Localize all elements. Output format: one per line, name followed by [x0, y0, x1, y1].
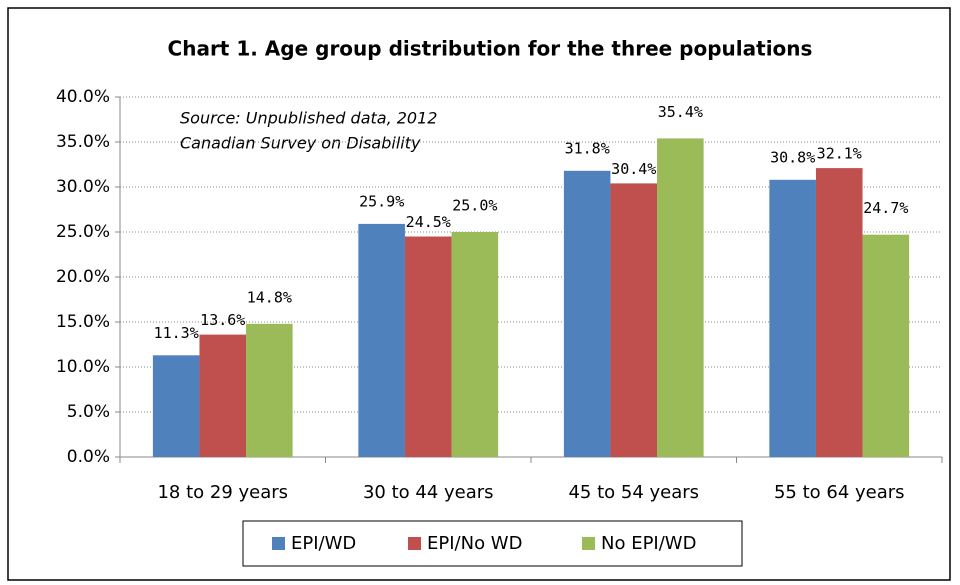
value-label: 32.1% [817, 145, 862, 163]
bar [815, 168, 863, 457]
annotation: Canadian Survey on Disability [180, 134, 421, 153]
legend-label: EPI/No WD [427, 533, 522, 554]
value-label: 24.5% [406, 213, 451, 231]
value-label: 30.8% [770, 148, 815, 166]
bar [610, 183, 658, 457]
legend-label: No EPI/WD [601, 533, 696, 554]
y-tick-label: 10.0% [56, 357, 110, 377]
y-tick-label: 5.0% [67, 402, 110, 422]
y-tick-label: 20.0% [56, 267, 110, 287]
bar [451, 232, 499, 457]
y-tick-label: 25.0% [56, 222, 110, 242]
value-label: 35.4% [658, 103, 703, 121]
chart-title: Chart 1. Age group distribution for the … [168, 37, 813, 61]
bar [862, 234, 910, 457]
value-label: 30.4% [611, 160, 656, 178]
x-tick-label: 30 to 44 years [363, 482, 494, 503]
annotation: Source: Unpublished data, 2012 [180, 109, 437, 128]
y-tick-label: 35.0% [56, 132, 110, 152]
value-label: 25.9% [359, 192, 404, 210]
legend-label: EPI/WD [291, 533, 356, 554]
bar [563, 170, 611, 458]
value-label: 31.8% [565, 139, 610, 157]
bar [152, 355, 200, 457]
value-label: 11.3% [154, 324, 199, 342]
legend-swatch [272, 537, 285, 550]
bar [657, 138, 704, 457]
legend-swatch [582, 537, 595, 550]
bar [246, 323, 293, 457]
y-tick-label: 40.0% [56, 87, 110, 107]
bar [769, 179, 816, 458]
value-label: 24.7% [863, 199, 908, 217]
bar [358, 223, 405, 457]
y-tick-label: 15.0% [56, 312, 110, 332]
x-tick-label: 18 to 29 years [157, 482, 288, 503]
value-label: 25.0% [452, 197, 497, 215]
value-label: 14.8% [247, 288, 292, 306]
y-tick-label: 30.0% [56, 177, 110, 197]
value-label: 13.6% [200, 311, 245, 329]
bar [199, 334, 247, 457]
x-tick-label: 45 to 54 years [568, 482, 699, 503]
x-tick-label: 55 to 64 years [774, 482, 905, 503]
bar [404, 236, 452, 457]
legend-swatch [408, 537, 421, 550]
y-tick-label: 0.0% [67, 447, 110, 467]
legend-box [242, 520, 743, 567]
